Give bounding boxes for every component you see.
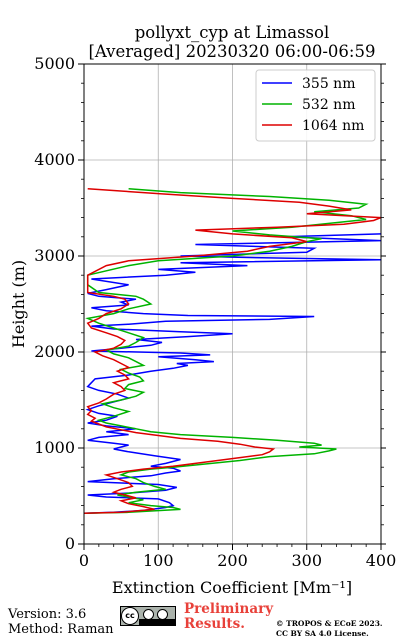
version-text: Version: 3.6: [8, 607, 87, 622]
x-tick-label: 100: [143, 551, 174, 570]
series-line-532-nm: [84, 188, 369, 515]
y-tick-label: 0: [65, 534, 75, 553]
chart-title-line1: pollyxt_cyp at Limassol: [135, 23, 330, 42]
method-text: Method: Raman: [8, 622, 114, 637]
legend-label: 355 nm: [302, 76, 355, 92]
data-series: [84, 188, 381, 515]
cc-license-icon: cc: [120, 606, 176, 626]
chart-title-line2: [Averaged] 20230320 06:00-06:59: [89, 42, 376, 61]
legend-label: 532 nm: [302, 97, 355, 113]
legend: 355 nm 532 nm 1064 nm: [255, 69, 376, 142]
preliminary-line2: Results.: [184, 616, 245, 632]
x-axis-label: Extinction Coefficient [Mm⁻¹]: [112, 578, 352, 597]
legend-box: [255, 69, 376, 142]
series-line-355-nm: [84, 233, 381, 515]
x-tick-label: 200: [217, 551, 248, 570]
y-tick-label: 4000: [34, 150, 75, 169]
license-strip: [139, 619, 175, 625]
legend-label: 1064 nm: [302, 118, 364, 134]
x-tick-label: 300: [291, 551, 322, 570]
y-tick-label: 1000: [34, 438, 75, 457]
copyright-line2: CC BY SA 4.0 License.: [276, 629, 369, 638]
y-axis-label: Height (m): [9, 260, 28, 348]
series-line-1064-nm: [84, 188, 381, 515]
x-tick-label: 400: [366, 551, 397, 570]
copyright-line1: © TROPOS & ECoE 2023.: [276, 619, 383, 628]
y-tick-label: 5000: [34, 54, 75, 73]
preliminary-line1: Preliminary: [184, 601, 274, 617]
y-tick-label: 3000: [34, 246, 75, 265]
cc-logo-icon: cc: [121, 607, 139, 625]
copyright-notice: © TROPOS & ECoE 2023. CC BY SA 4.0 Licen…: [276, 619, 383, 639]
x-tick-label: 0: [79, 551, 89, 570]
preliminary-notice: Preliminary Results.: [184, 602, 273, 632]
y-tick-label: 2000: [34, 342, 75, 361]
